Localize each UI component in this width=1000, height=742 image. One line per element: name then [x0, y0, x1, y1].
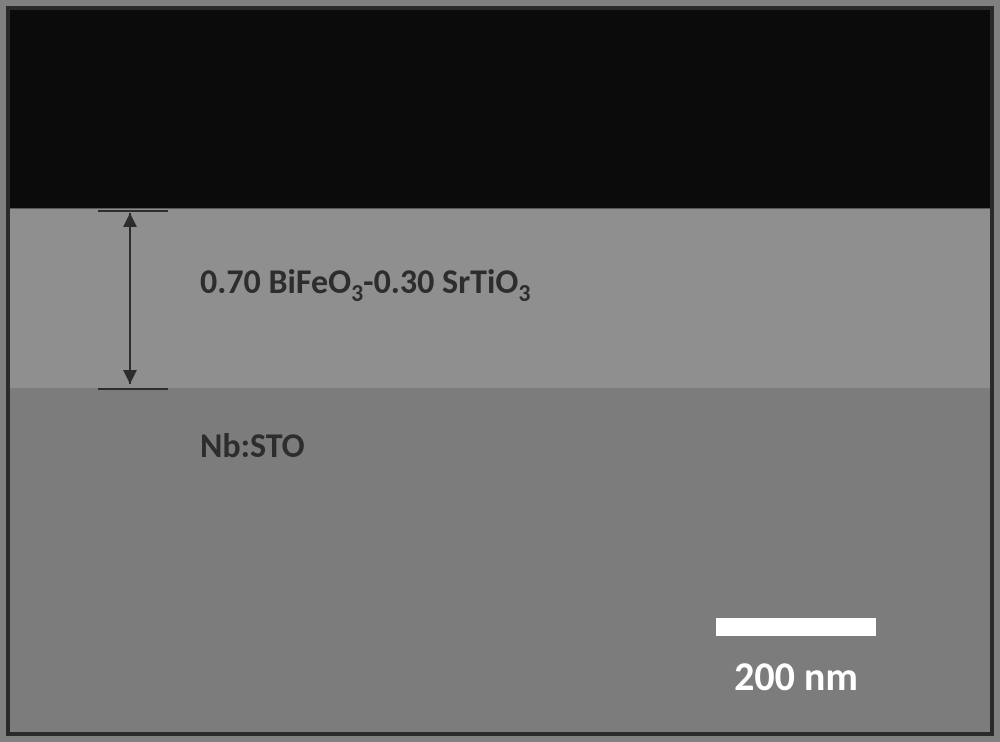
thickness-tick-bottom — [98, 388, 168, 390]
substrate-label: Nb:STO — [200, 426, 305, 467]
film-label-mid: -0.30 SrTiO — [363, 262, 518, 303]
arrowhead-up-icon — [123, 213, 137, 227]
substrate-label-text: Nb:STO — [200, 426, 305, 467]
film-label-sub2: 3 — [518, 279, 530, 308]
film-substrate-interface — [6, 208, 994, 209]
film-label-prefix: 0.70 BiFeO — [200, 262, 351, 303]
thickness-tick-top — [98, 210, 168, 212]
scale-bar-label-text: 200 nm — [734, 652, 858, 701]
thickness-arrow — [120, 213, 140, 384]
scale-bar — [716, 618, 876, 636]
scale-bar-label: 200 nm — [716, 652, 876, 701]
thickness-arrow-shaft — [129, 213, 131, 384]
arrowhead-down-icon — [123, 370, 137, 384]
film-label-sub1: 3 — [351, 279, 363, 308]
film-composition-label: 0.70 BiFeO3-0.30 SrTiO3 — [200, 262, 530, 308]
vacuum-region — [6, 10, 994, 208]
